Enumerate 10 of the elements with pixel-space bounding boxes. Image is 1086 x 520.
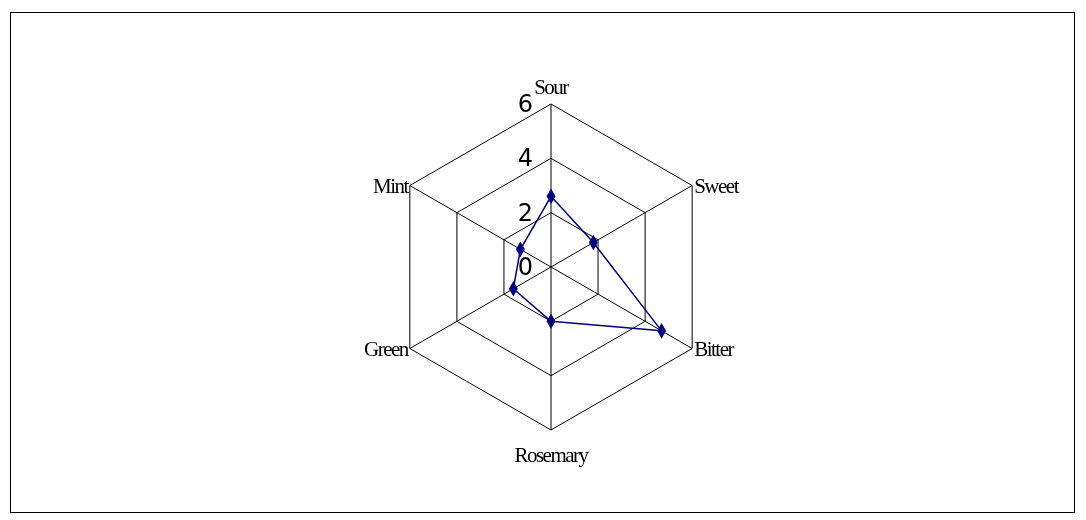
- spoke-label: Mint: [372, 173, 410, 198]
- spoke-label: Bitter: [694, 336, 735, 361]
- y-tick-label: 2: [517, 198, 533, 227]
- spoke-label: Green: [364, 336, 410, 361]
- y-tick-label: 6: [517, 90, 533, 118]
- spoke-label: Sweet: [694, 173, 740, 198]
- spoke-label: Rosemary: [514, 443, 590, 467]
- spoke-label: Sour: [534, 75, 570, 99]
- y-tick-label: 0: [517, 253, 533, 281]
- y-tick-label: 4: [517, 144, 533, 173]
